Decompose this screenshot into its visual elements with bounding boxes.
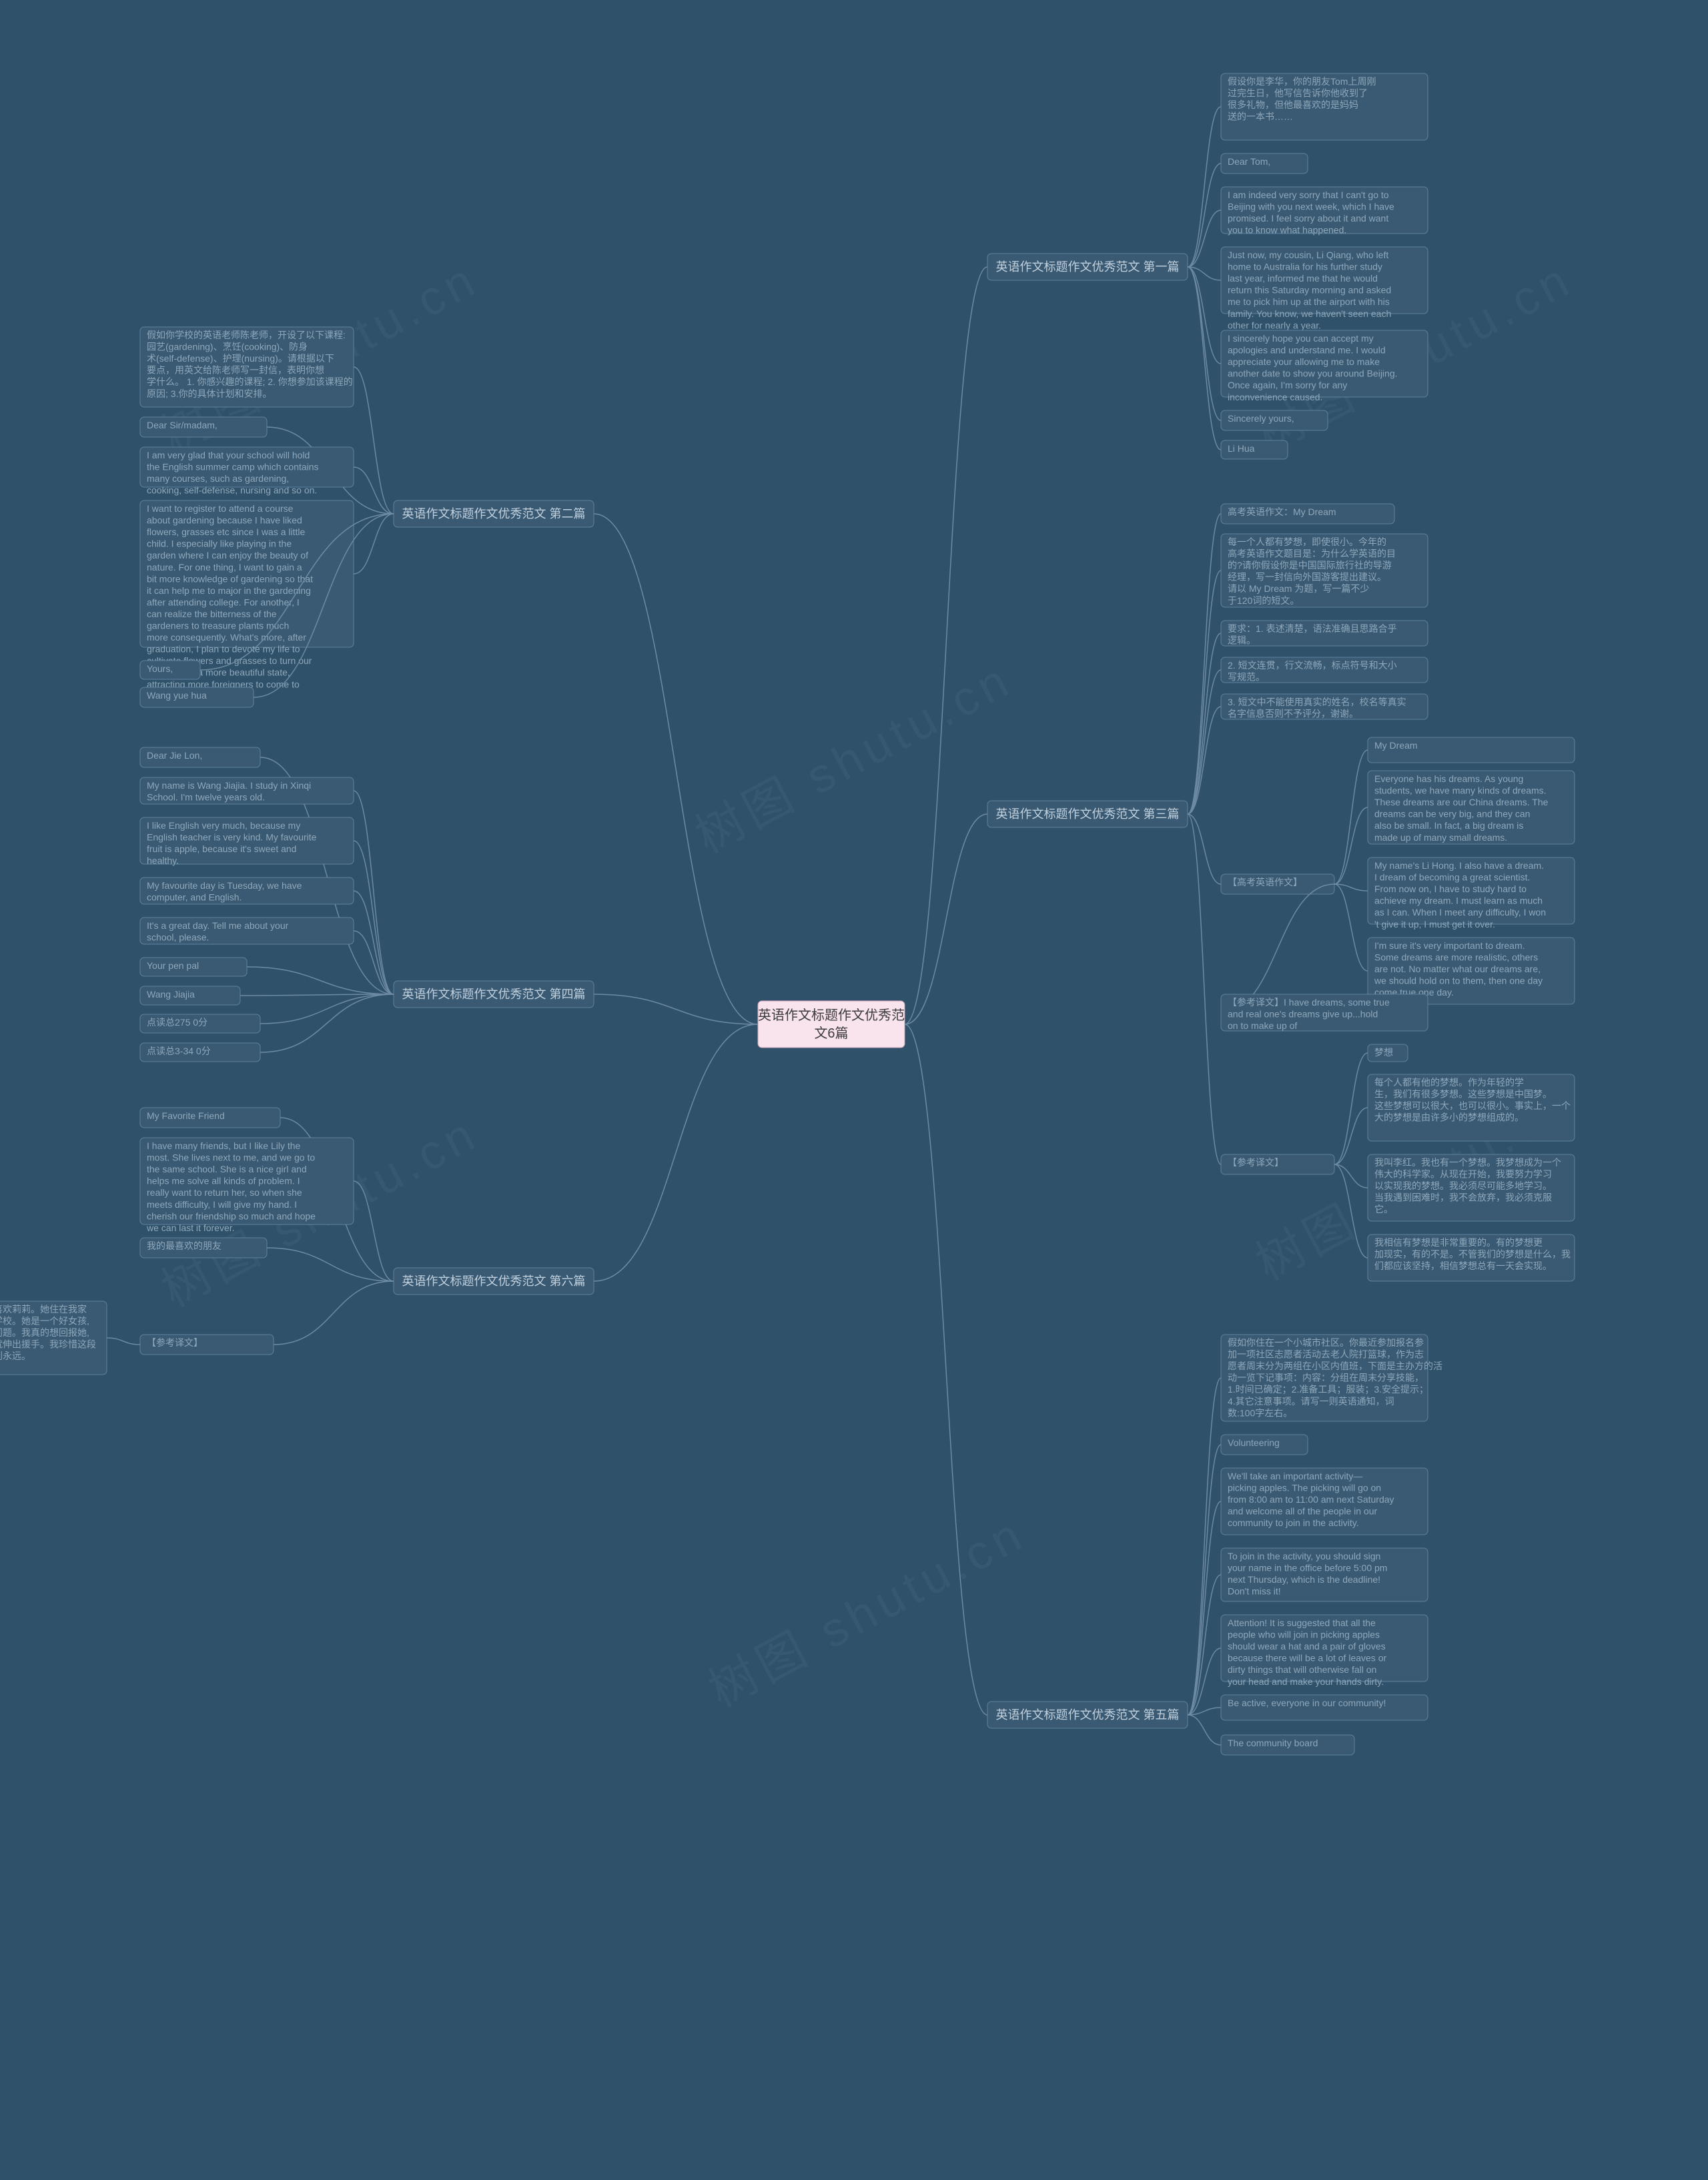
edge	[354, 467, 394, 514]
node-text: Be active, everyone in our community!	[1228, 1698, 1386, 1708]
branch-label: 英语作文标题作文优秀范文 第六篇	[402, 1275, 586, 1288]
edge	[1334, 1053, 1368, 1164]
watermark: 树图 shutu.cn	[687, 652, 1021, 863]
node-text: 点读总3-34 0分	[147, 1046, 211, 1056]
edge	[267, 1248, 394, 1281]
edge	[905, 1024, 987, 1715]
branch-label: 英语作文标题作文优秀范文 第四篇	[402, 988, 586, 1001]
edge	[1188, 107, 1221, 267]
node-text: 点读总275 0分	[147, 1017, 207, 1028]
branch-label: 英语作文标题作文优秀范文 第三篇	[996, 807, 1180, 821]
branch-label: 英语作文标题作文优秀范文 第二篇	[402, 507, 586, 520]
node-text: Dear Jie Lon,	[147, 750, 202, 761]
node-text: My Dream	[1374, 740, 1418, 751]
edge	[1188, 1378, 1221, 1715]
node-text: 梦想	[1374, 1047, 1393, 1058]
node-text: The community board	[1228, 1738, 1318, 1748]
edge	[1334, 1108, 1368, 1164]
edge	[1334, 1164, 1368, 1258]
svg-text:树图 shutu.cn: 树图 shutu.cn	[687, 652, 1021, 863]
edge	[1188, 163, 1221, 267]
edge	[107, 1338, 140, 1345]
node-text: Wang yue hua	[147, 690, 207, 701]
edge	[1188, 267, 1221, 364]
node-text: Wang Jiajia	[147, 989, 195, 1000]
edge	[905, 267, 987, 1024]
node-text: 高考英语作文：My Dream	[1228, 506, 1336, 517]
node-text: Volunteering	[1228, 1437, 1280, 1448]
edge	[354, 841, 394, 994]
edge	[594, 514, 758, 1024]
node-text: Attention! It is suggested that all thep…	[1228, 1617, 1386, 1687]
edge	[1188, 267, 1221, 450]
edge	[260, 994, 394, 1052]
edge	[905, 814, 987, 1024]
edge	[1188, 514, 1221, 814]
edge	[354, 1181, 394, 1281]
edge	[1334, 884, 1368, 971]
edge	[354, 367, 394, 514]
node-text: 我相信有梦想是非常重要的。有的梦想更加现实，有的不是。不管我们的梦想是什么，我们…	[1374, 1237, 1571, 1271]
edge	[594, 1024, 758, 1281]
mindmap-canvas: 树图 shutu.cn树图 shutu.cn树图 shutu.cn树图 shut…	[0, 0, 1708, 2180]
node-text: Sincerely yours,	[1228, 413, 1294, 424]
branch-label: 英语作文标题作文优秀范文 第一篇	[996, 260, 1180, 274]
svg-text:树图 shutu.cn: 树图 shutu.cn	[701, 1506, 1034, 1718]
branch-label: 英语作文标题作文优秀范文 第五篇	[996, 1708, 1180, 1722]
edge	[1221, 884, 1334, 1013]
edge	[1188, 571, 1221, 814]
edge	[274, 1281, 394, 1345]
node-text: Just now, my cousin, Li Qiang, who lefth…	[1228, 250, 1391, 330]
edge	[260, 994, 394, 1024]
node-text: I have many friends, but I like Lily the…	[146, 1140, 316, 1233]
node-text: Dear Sir/madam,	[147, 420, 218, 430]
node-text: My Favorite Friend	[147, 1110, 225, 1121]
edge	[1188, 814, 1221, 1164]
node-text: Your pen pal	[147, 960, 199, 971]
node-text: Yours,	[147, 663, 173, 674]
edge	[1188, 210, 1221, 267]
edge	[1188, 1715, 1221, 1745]
edge	[1334, 750, 1368, 884]
edge	[354, 891, 394, 994]
edge	[247, 967, 394, 994]
edge	[594, 994, 758, 1024]
node-text: Dear Tom,	[1228, 156, 1270, 167]
node-text: 【参考译文】	[1228, 1157, 1284, 1168]
edge	[354, 514, 394, 574]
node-text: 【参考译文】	[147, 1337, 203, 1348]
edge	[1188, 1575, 1221, 1715]
node-text: 我的最喜欢的朋友	[147, 1240, 222, 1251]
node-text: 【高考英语作文】	[1228, 877, 1302, 887]
edge	[1188, 267, 1221, 420]
node-text: Li Hua	[1228, 443, 1255, 454]
watermark: 树图 shutu.cn	[701, 1506, 1034, 1718]
